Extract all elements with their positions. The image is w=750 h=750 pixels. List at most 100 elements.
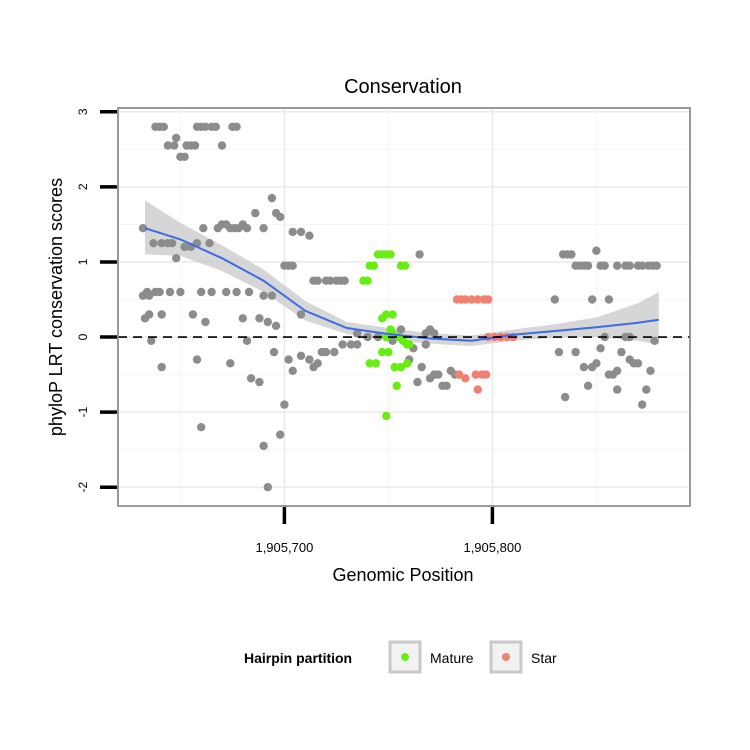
point-other — [242, 336, 252, 345]
point-other — [592, 359, 601, 368]
point-other — [305, 231, 314, 240]
point-other — [145, 291, 154, 300]
point-other — [201, 122, 210, 131]
point-other — [633, 359, 643, 368]
point-star — [471, 370, 480, 379]
point-other — [284, 355, 293, 364]
point-other — [163, 141, 173, 150]
point-other — [596, 344, 605, 353]
point-mature — [400, 261, 410, 270]
point-other — [588, 295, 597, 304]
point-other — [167, 239, 177, 248]
y-tick-label: 3 — [76, 108, 90, 115]
point-other — [138, 224, 148, 233]
point-other — [430, 329, 439, 338]
point-other — [340, 276, 349, 285]
y-tick-label: -1 — [76, 406, 90, 417]
point-other — [180, 152, 189, 161]
point-star — [484, 295, 493, 304]
point-other — [338, 340, 347, 349]
point-other — [211, 122, 220, 131]
point-other — [147, 336, 156, 345]
point-other — [617, 347, 626, 357]
point-other — [244, 287, 254, 297]
chart-title: Conservation — [344, 76, 462, 98]
point-other — [165, 287, 175, 297]
point-mature — [365, 359, 374, 368]
point-other — [280, 400, 289, 409]
point-star — [467, 295, 476, 304]
point-other — [255, 314, 264, 323]
point-star — [482, 370, 491, 379]
x-tick-label: 1,905,700 — [255, 540, 313, 555]
point-other — [583, 261, 593, 270]
point-other — [652, 261, 661, 270]
y-tick-label: 2 — [76, 183, 90, 190]
legend-label-mature: Mature — [430, 650, 474, 666]
point-mature — [369, 261, 378, 270]
point-mature — [390, 362, 399, 372]
point-other — [288, 366, 297, 375]
point-other — [388, 336, 397, 345]
point-other — [232, 122, 241, 131]
point-other — [567, 250, 576, 259]
point-other — [363, 332, 372, 342]
point-mature — [388, 310, 397, 319]
point-other — [417, 362, 426, 372]
point-other — [217, 141, 227, 150]
point-other — [263, 483, 272, 492]
point-other — [155, 287, 164, 297]
point-other — [188, 310, 198, 319]
point-other — [421, 340, 430, 349]
point-other — [305, 355, 314, 364]
point-mature — [382, 411, 391, 421]
point-other — [313, 276, 322, 285]
point-other — [197, 423, 206, 432]
legend-label-star: Star — [531, 650, 557, 666]
point-other — [613, 261, 622, 270]
point-other — [276, 212, 285, 222]
point-mature — [382, 310, 391, 319]
point-other — [571, 347, 580, 357]
point-other — [170, 141, 179, 150]
point-other — [288, 227, 297, 237]
point-other — [638, 400, 647, 409]
scatter-points — [138, 122, 661, 492]
point-mature — [396, 362, 406, 372]
point-other — [288, 261, 297, 270]
point-mature — [402, 359, 412, 368]
point-other — [259, 291, 268, 300]
point-other — [251, 208, 260, 218]
point-other — [604, 295, 614, 304]
point-other — [197, 287, 206, 297]
point-other — [650, 336, 659, 345]
point-mature — [363, 276, 372, 285]
point-other — [396, 325, 406, 334]
point-star — [461, 295, 470, 304]
point-mature — [392, 381, 401, 390]
point-other — [276, 430, 285, 439]
point-other — [222, 287, 231, 297]
legend-dot-mature — [401, 653, 409, 661]
point-star — [461, 374, 470, 383]
point-other — [613, 366, 622, 375]
point-other — [413, 377, 422, 387]
point-other — [353, 340, 362, 349]
point-other — [579, 362, 589, 372]
point-mature — [405, 340, 414, 349]
point-other — [192, 355, 202, 364]
point-star — [473, 385, 482, 394]
legend-title: Hairpin partition — [244, 650, 352, 666]
point-star — [473, 295, 482, 304]
point-other — [296, 310, 306, 319]
point-other — [296, 227, 306, 237]
y-tick-label: 0 — [76, 333, 90, 340]
point-other — [172, 254, 181, 263]
point-other — [561, 392, 570, 402]
point-star — [454, 370, 464, 379]
point-other — [321, 347, 331, 357]
point-other — [226, 359, 235, 368]
point-other — [592, 246, 601, 255]
point-other — [232, 287, 241, 297]
